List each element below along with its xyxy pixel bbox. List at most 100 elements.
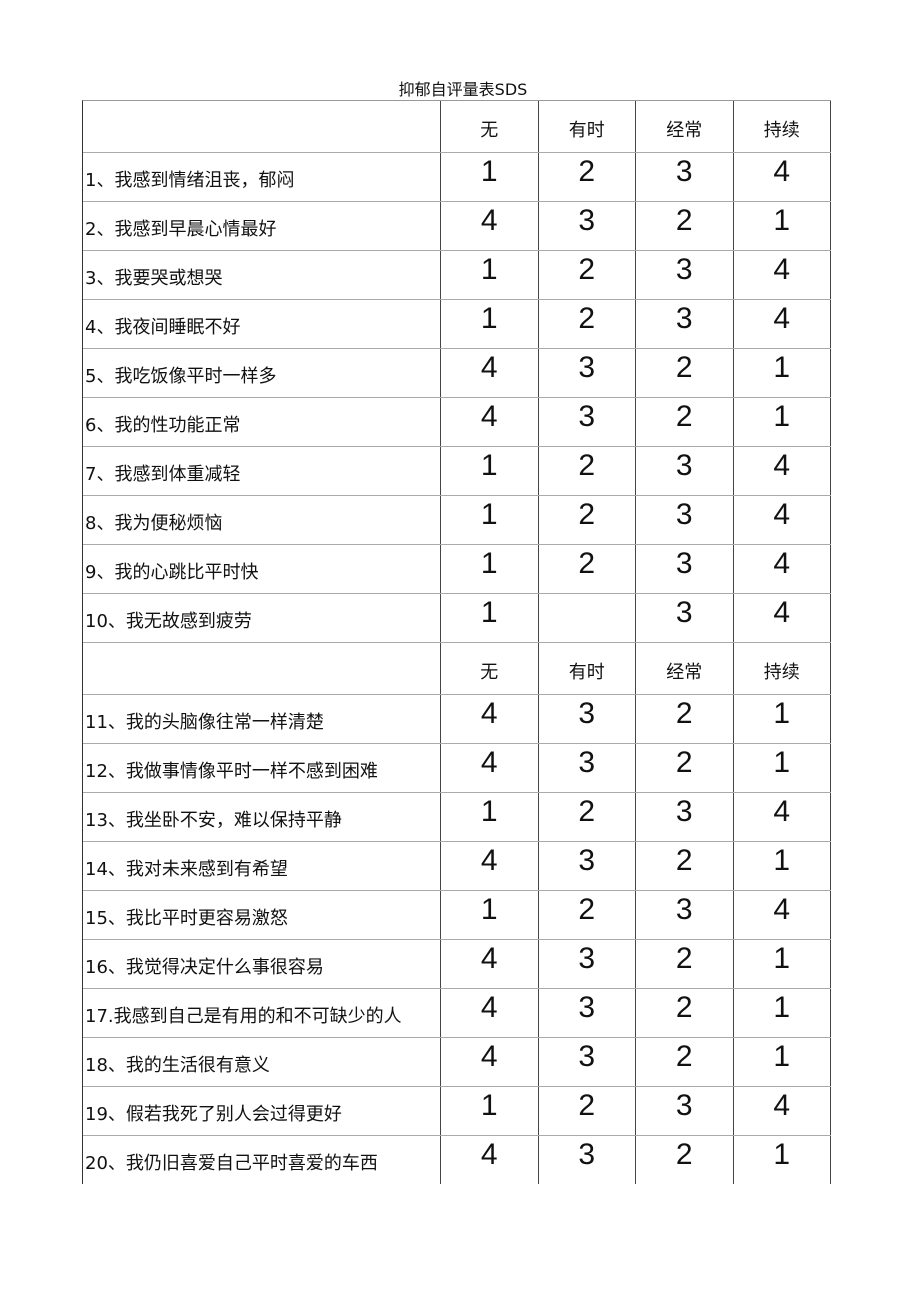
score-cell: 1 — [441, 793, 539, 841]
table-row: 17.我感到自己是有用的和不可缺少的人 4 3 2 1 — [83, 989, 831, 1038]
item-label-cell: 3、我要哭或想哭 — [83, 251, 441, 299]
table-row: 15、我比平时更容易激怒 1 2 3 4 — [83, 891, 831, 940]
score-cell: 3 — [539, 349, 636, 397]
item-label: 8、我为便秘烦恼 — [85, 513, 223, 534]
header-cell: 经常 — [636, 101, 734, 152]
score-cell: 3 — [539, 940, 636, 988]
score-cell: 4 — [734, 447, 831, 495]
score-value: 2 — [675, 991, 693, 1024]
table-row: 2、我感到早晨心情最好 4 3 2 1 — [83, 202, 831, 251]
item-label-cell: 11、我的头脑像往常一样清楚 — [83, 695, 441, 743]
sds-table: 无有时 经常 持续 1、我感到情绪沮丧，郁闷 1 2 3 4 2、我感到早晨心情最好 4 3 2 1 3、… — [82, 100, 831, 1184]
score-value: 1 — [480, 596, 498, 629]
table-row: 1、我感到情绪沮丧，郁闷 1 2 3 4 — [83, 153, 831, 202]
score-value: 3 — [578, 400, 596, 433]
score-value: 4 — [773, 449, 791, 482]
item-label: 6、我的性功能正常 — [85, 415, 241, 436]
score-value: 1 — [480, 449, 498, 482]
score-cell: 3 — [636, 251, 734, 299]
score-value: 2 — [675, 351, 693, 384]
score-value: 3 — [578, 697, 596, 730]
score-value: 3 — [675, 893, 693, 926]
header-label: 经常 — [666, 120, 703, 141]
item-label-cell: 14、我对未来感到有希望 — [83, 842, 441, 890]
score-value: 3 — [578, 991, 596, 1024]
score-value: 1 — [480, 253, 498, 286]
score-cell: 1 — [441, 594, 539, 642]
table-row: 8、我为便秘烦恼 1 2 3 4 — [83, 496, 831, 545]
score-value: 4 — [480, 351, 498, 384]
table-row: 4、我夜间睡眠不好 1 2 3 4 — [83, 300, 831, 349]
score-value: 1 — [773, 400, 791, 433]
score-cell: 2 — [539, 545, 636, 593]
table-row: 6、我的性功能正常 4 3 2 1 — [83, 398, 831, 447]
score-value: 2 — [675, 697, 693, 730]
score-cell: 2 — [539, 251, 636, 299]
score-cell: 1 — [734, 1136, 831, 1184]
score-cell: 4 — [441, 1038, 539, 1086]
score-value: 2 — [578, 795, 596, 828]
item-label-cell: 7、我感到体重减轻 — [83, 447, 441, 495]
score-cell: 3 — [636, 153, 734, 201]
score-value: 4 — [773, 302, 791, 335]
score-cell: 2 — [539, 447, 636, 495]
item-label: 15、我比平时更容易激怒 — [85, 908, 288, 929]
score-value: 2 — [675, 400, 693, 433]
score-value: 2 — [578, 1089, 596, 1122]
item-label-cell: 15、我比平时更容易激怒 — [83, 891, 441, 939]
score-value: 4 — [480, 991, 498, 1024]
score-cell: 1 — [441, 496, 539, 544]
item-label: 3、我要哭或想哭 — [85, 268, 223, 289]
item-label-cell: 12、我做事情像平时一样不感到困难 — [83, 744, 441, 792]
score-value: 3 — [675, 449, 693, 482]
table-row: 12、我做事情像平时一样不感到困难 4 3 2 1 — [83, 744, 831, 793]
score-value: 1 — [773, 204, 791, 237]
score-cell: 3 — [636, 300, 734, 348]
item-label-cell: 8、我为便秘烦恼 — [83, 496, 441, 544]
score-cell: 4 — [734, 300, 831, 348]
header-row: 无 有时 经常 持续 — [83, 643, 831, 695]
table-row: 7、我感到体重减轻 1 2 3 4 — [83, 447, 831, 496]
score-value: 3 — [675, 1089, 693, 1122]
score-cell: 1 — [441, 153, 539, 201]
score-value: 2 — [578, 547, 596, 580]
score-value: 3 — [578, 351, 596, 384]
item-label: 4、我夜间睡眠不好 — [85, 317, 241, 338]
score-cell: 4 — [441, 744, 539, 792]
item-label-cell: 16、我觉得决定什么事很容易 — [83, 940, 441, 988]
header-label: 无 — [480, 120, 499, 141]
score-value: 4 — [480, 746, 498, 779]
score-cell: 1 — [734, 202, 831, 250]
score-value: 4 — [480, 1040, 498, 1073]
score-cell: 4 — [734, 545, 831, 593]
score-value: 4 — [480, 942, 498, 975]
item-label-cell: 19、假若我死了别人会过得更好 — [83, 1087, 441, 1135]
item-label: 16、我觉得决定什么事很容易 — [85, 957, 324, 978]
score-cell: 3 — [636, 447, 734, 495]
score-value: 3 — [675, 498, 693, 531]
item-label-cell: 20、我仍旧喜爱自己平时喜爱的车西 — [83, 1136, 441, 1184]
score-value: 1 — [773, 844, 791, 877]
item-label: 5、我吃饭像平时一样多 — [85, 366, 277, 387]
table-row: 10、我无故感到疲劳 1 3 4 — [83, 594, 831, 643]
table-row: 20、我仍旧喜爱自己平时喜爱的车西 4 3 2 1 — [83, 1136, 831, 1184]
score-cell: 1 — [734, 398, 831, 446]
item-label: 11、我的头脑像往常一样清楚 — [85, 712, 324, 733]
page-title: 抑郁自评量表SDS — [398, 80, 528, 99]
score-value: 2 — [675, 204, 693, 237]
score-cell: 1 — [734, 349, 831, 397]
score-cell: 2 — [636, 695, 734, 743]
score-cell: 4 — [734, 1087, 831, 1135]
score-cell: 3 — [636, 496, 734, 544]
score-value: 3 — [675, 302, 693, 335]
score-cell: 1 — [441, 891, 539, 939]
item-label-cell: 18、我的生活很有意义 — [83, 1038, 441, 1086]
header-empty-cell — [83, 643, 441, 694]
score-cell: 4 — [441, 989, 539, 1037]
score-cell: 1 — [734, 842, 831, 890]
score-cell: 3 — [539, 695, 636, 743]
score-value: 1 — [480, 498, 498, 531]
item-label: 10、我无故感到疲劳 — [85, 611, 252, 632]
score-cell: 1 — [441, 447, 539, 495]
score-cell: 4 — [734, 496, 831, 544]
